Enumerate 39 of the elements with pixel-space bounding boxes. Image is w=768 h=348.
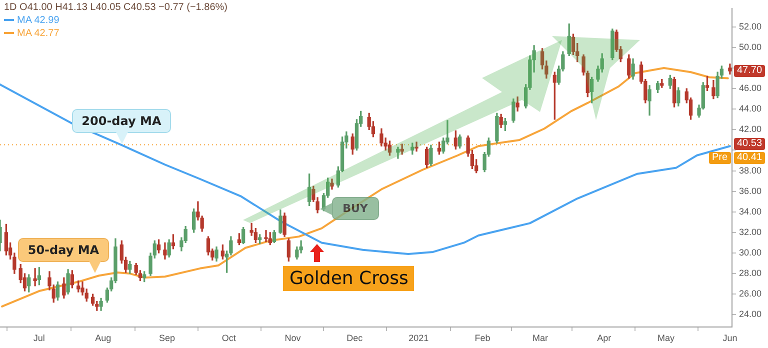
y-tick-label: 50.00 <box>739 42 762 52</box>
legend-label: MA 42.99 <box>17 15 60 26</box>
x-tick-label: Aug <box>95 332 112 343</box>
annotation: Golden Cross <box>283 266 414 290</box>
y-tick-label: 42.00 <box>739 124 762 134</box>
candlestick <box>264 230 268 242</box>
y-tick-label: 44.00 <box>739 104 762 114</box>
x-tick-label: Feb <box>474 332 490 343</box>
y-tick-label: 30.00 <box>739 247 762 258</box>
candlestick <box>414 142 418 152</box>
x-tick-label: Dec <box>346 332 364 343</box>
legend-label: MA 42.77 <box>17 28 60 39</box>
y-tick-label: 26.00 <box>739 288 762 299</box>
y-tick-label: 34.00 <box>739 206 762 216</box>
annotation: Pre <box>709 152 731 164</box>
chart-title: 1D O41.00 H41.13 L40.05 C40.53 −0.77 (−1.86%) <box>4 2 228 13</box>
annotation: BUY <box>332 197 379 220</box>
x-tick-label: Jun <box>722 332 738 343</box>
annotation: 50-day MA <box>18 238 110 262</box>
x-tick-label: May <box>658 332 676 343</box>
candlestick <box>33 268 37 286</box>
y-tick-label: 24.00 <box>739 309 762 320</box>
x-tick-label: Nov <box>284 332 302 343</box>
annotation: 47.70 <box>734 65 766 78</box>
x-tick-label: 2021 <box>408 332 429 343</box>
y-tick-label: 28.00 <box>739 268 762 278</box>
y-tick-label: 36.00 <box>739 186 762 196</box>
x-tick-label: Mar <box>532 332 548 343</box>
y-tick-label: 32.00 <box>739 226 762 237</box>
ref-line-label: 40.53 <box>734 138 766 150</box>
y-tick-label: 46.00 <box>739 83 762 94</box>
annotation: 200-day MA <box>72 109 172 134</box>
x-tick-label: Sep <box>159 332 176 343</box>
y-tick-label: 38.00 <box>739 165 762 176</box>
annotation: 40.41 <box>734 152 766 164</box>
y-tick-label: 52.00 <box>739 21 762 32</box>
x-tick-label: Oct <box>222 332 236 343</box>
x-tick-label: Apr <box>597 332 612 343</box>
x-tick-label: Jul <box>33 332 45 343</box>
